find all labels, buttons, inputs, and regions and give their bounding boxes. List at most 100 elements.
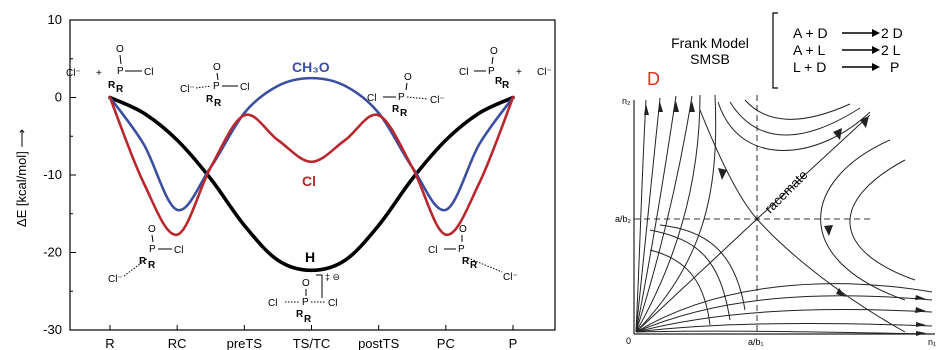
phosphorus-atom: P	[458, 244, 465, 255]
chlorine-atom: Cl	[174, 245, 183, 256]
y-tick-label: -30	[43, 322, 62, 337]
r-group: R	[304, 314, 312, 325]
series-line-ch3o	[108, 76, 515, 212]
series-line-h	[108, 95, 515, 273]
molecule-rc: O P Cl R R Cl⁻	[108, 224, 183, 285]
molecule-prets: O P Cl Cl⁻ R R	[180, 62, 249, 109]
chloride-ion: Cl⁻	[430, 95, 445, 106]
r-group: R	[108, 80, 116, 91]
r-group: R	[296, 309, 304, 320]
reaction-1: A + D 2 D	[793, 25, 903, 41]
arrowhead	[915, 307, 926, 313]
chloride-ion: Cl⁻	[66, 68, 81, 79]
y-tick-label: 10	[48, 12, 62, 27]
r-group: R	[206, 94, 214, 105]
r-group: R	[214, 98, 222, 109]
oxygen-atom: O	[213, 62, 221, 73]
trajectory	[729, 101, 861, 136]
double-bond	[151, 234, 154, 243]
trajectory	[744, 99, 851, 120]
reaction-2-lhs: A + L	[793, 42, 826, 58]
r-group: R	[495, 76, 503, 87]
trajectory	[635, 283, 933, 333]
r-group: R	[116, 84, 124, 95]
arrowhead	[644, 104, 649, 115]
arrowhead	[915, 295, 926, 300]
chlorine-atom: Cl	[459, 67, 468, 78]
series-label-h: H	[305, 249, 315, 265]
trajectory-arrows	[644, 101, 926, 336]
r-group: R	[462, 256, 470, 267]
phosphorus-atom: P	[149, 244, 156, 255]
phosphorus-atom: P	[117, 66, 124, 77]
trajectory	[649, 229, 731, 321]
double-bond	[119, 54, 122, 65]
trajectory	[635, 94, 717, 333]
trajectory	[649, 249, 711, 326]
molecule-ts: ‡ ⊖ O P Cl Cl R R	[268, 272, 340, 325]
r-group: R	[139, 256, 147, 267]
dashed-bond	[123, 257, 149, 277]
racemate-label: racemate	[762, 167, 811, 216]
double-bond	[405, 82, 408, 91]
separatrix	[635, 114, 871, 333]
chloride-ion: Cl⁻	[537, 67, 552, 78]
plus-sign: +	[96, 68, 102, 79]
double-bond	[216, 72, 219, 81]
arrowhead	[916, 322, 926, 327]
r-group: R	[148, 260, 156, 271]
trajectory	[635, 94, 701, 333]
d-corner-label: D	[647, 69, 660, 89]
r-group: R	[502, 80, 510, 91]
arrowhead	[658, 102, 663, 112]
ts-symbol: ‡ ⊖	[325, 272, 340, 282]
reaction-1-rhs: 2 D	[881, 25, 903, 41]
plus-sign: +	[516, 67, 522, 78]
chloride-ion: Cl⁻	[108, 274, 123, 285]
frank-title-line-1: Frank Model	[671, 35, 749, 51]
axis-label-n1: n₁	[928, 337, 936, 347]
arrowhead	[916, 331, 926, 336]
trajectory	[635, 308, 933, 333]
oxygen-atom: O	[148, 224, 156, 235]
reaction-3-rhs: P	[890, 59, 899, 75]
axis-label-origin: 0	[626, 336, 631, 346]
y-tick-label: -20	[43, 245, 62, 260]
reaction-2-rhs: 2 L	[881, 42, 901, 58]
chlorine-atom: Cl	[367, 93, 376, 104]
reaction-3-arrowhead	[872, 63, 880, 71]
trajectory	[635, 95, 677, 333]
r-group: R	[400, 108, 408, 119]
energy-profile-chart: ΔE [kcal/mol] ⟶ 10 0 -10 -20 -30 R RC preTS TS/…	[14, 12, 556, 350]
phosphorus-atom: P	[398, 92, 405, 103]
y-tick-label: 0	[55, 90, 62, 105]
axis-label-a-b2: a/b₂	[615, 214, 632, 224]
reaction-2: A + L 2 L	[793, 42, 901, 58]
dashed-bond	[406, 96, 429, 100]
reaction-1-arrowhead	[872, 29, 880, 37]
dashed-bond	[195, 85, 212, 89]
phosphorus-atom: P	[488, 66, 495, 77]
arrowhead	[718, 168, 727, 180]
reaction-3: L + D P	[793, 59, 899, 75]
chloride-ion: Cl⁻	[180, 84, 195, 95]
trajectory	[820, 139, 906, 301]
y-axis-ticks: 10 0 -10 -20 -30	[43, 12, 76, 337]
arrowhead	[836, 288, 846, 297]
axis-label-n2: n₂	[622, 96, 631, 106]
x-tick-label: P	[509, 336, 518, 350]
anti-diagonal	[699, 109, 906, 333]
trajectory	[849, 159, 916, 281]
chlorine-atom: Cl	[240, 82, 249, 93]
chlorine-atom: Cl	[144, 67, 153, 78]
molecule-pc: O P Cl R R Cl⁻	[428, 224, 518, 283]
x-tick-label: TS/TC	[293, 336, 331, 350]
phosphorus-atom: P	[302, 297, 309, 308]
arrowhead	[860, 116, 869, 128]
axis-label-a-b1: a/b₁	[748, 337, 764, 347]
oxygen-atom: O	[302, 278, 310, 289]
oxygen-atom: O	[459, 224, 467, 235]
y-axis-label: ΔE [kcal/mol] ⟶	[14, 129, 29, 227]
r-group: R	[392, 104, 400, 115]
